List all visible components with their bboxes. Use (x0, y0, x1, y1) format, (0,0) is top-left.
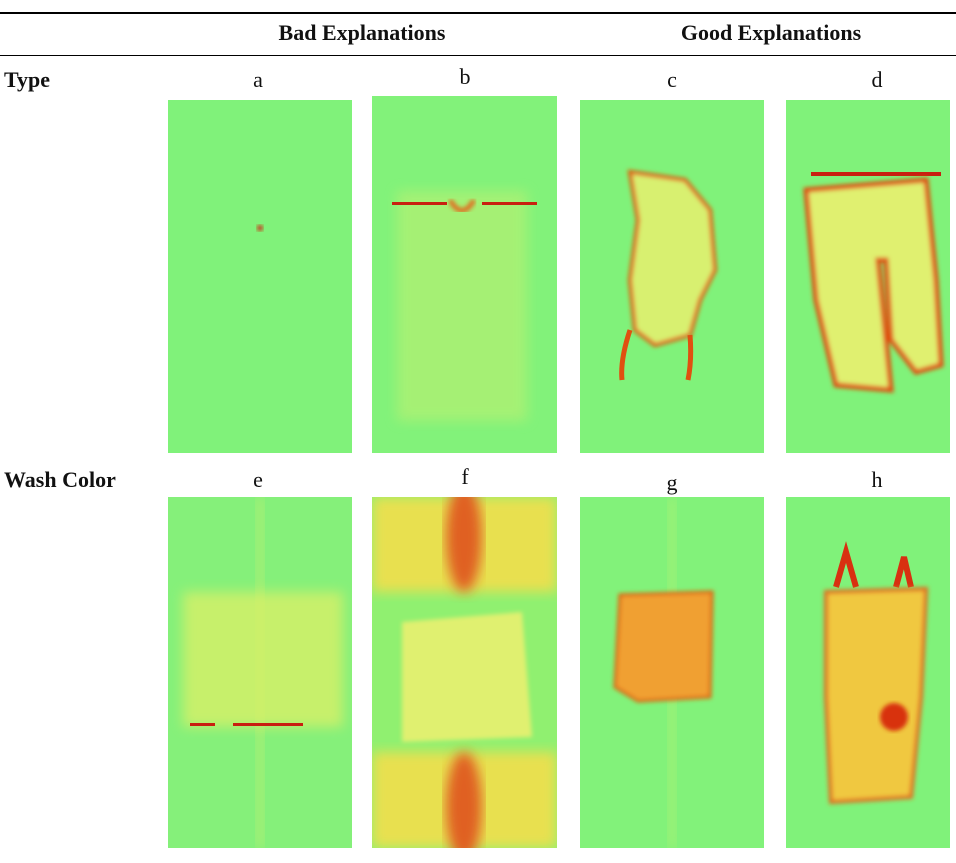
row-label: Type (4, 67, 50, 93)
panel-letter: g (667, 470, 678, 496)
row-label: Wash Color (4, 467, 116, 493)
panel-letter: h (872, 467, 883, 493)
heatmap (786, 100, 950, 453)
panel-letter: d (872, 67, 883, 93)
top-rule (0, 12, 956, 14)
figure: Bad Explanations Good Explanations Type … (0, 0, 956, 863)
panel-letter: c (667, 67, 677, 93)
heatmap (372, 96, 557, 453)
panel-letter: b (460, 64, 471, 90)
panel-letter: f (461, 464, 468, 490)
header-rule (0, 55, 956, 56)
heatmap (580, 100, 764, 453)
panel-letter: e (253, 467, 263, 493)
panel-letter: a (253, 67, 263, 93)
column-header: Bad Explanations (279, 20, 446, 46)
heatmap (168, 497, 352, 848)
heatmap (168, 100, 352, 453)
heatmap (372, 497, 557, 848)
heatmap (786, 497, 950, 848)
heatmap (580, 497, 764, 848)
column-header: Good Explanations (681, 20, 861, 46)
